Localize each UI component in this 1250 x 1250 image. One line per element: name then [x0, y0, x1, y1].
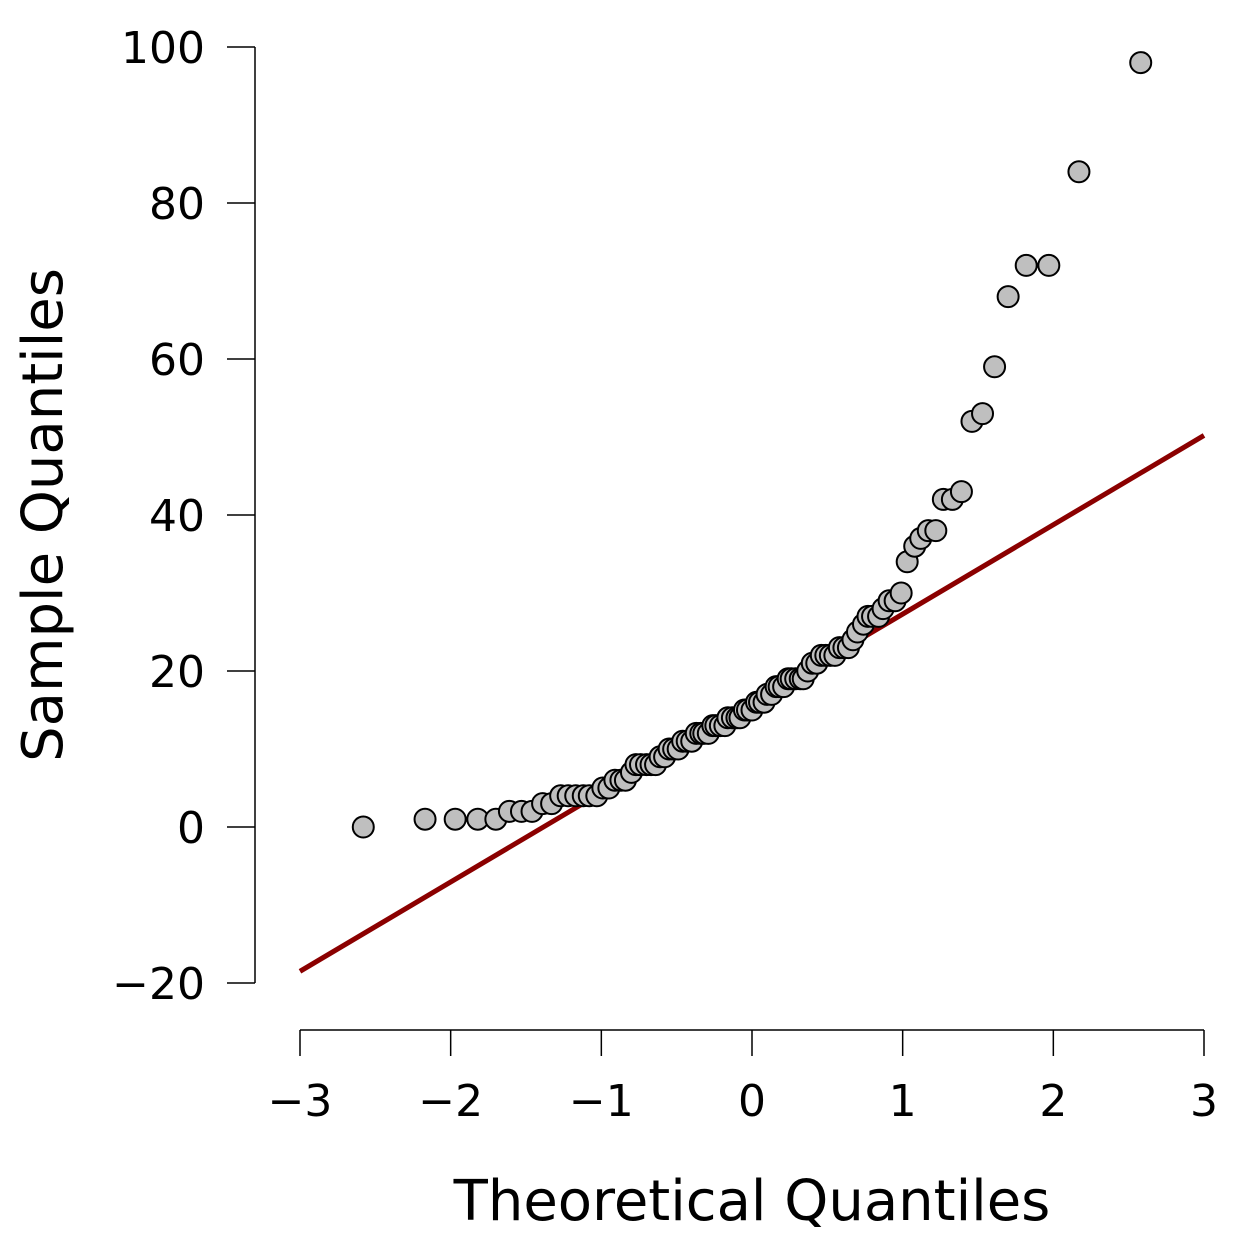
x-tick-label: −1	[569, 1076, 634, 1127]
y-axis-title: Sample Quantiles	[11, 268, 76, 762]
data-point	[971, 402, 995, 426]
data-points	[351, 51, 1153, 839]
data-point	[1037, 253, 1061, 277]
y-axis: −20 0 20 40 60 80 100	[112, 23, 256, 1010]
y-tick-label: 0	[177, 803, 205, 854]
x-axis: −3 −2 −1 0 1 2 3	[268, 1029, 1218, 1127]
x-tick-label: −2	[418, 1076, 483, 1127]
data-point	[889, 581, 913, 605]
y-tick-label: 60	[149, 335, 205, 386]
x-tick-label: 2	[1039, 1076, 1067, 1127]
x-axis-title: Theoretical Quantiles	[453, 1169, 1051, 1234]
data-point	[983, 355, 1007, 379]
data-point	[1014, 253, 1038, 277]
data-point	[924, 519, 948, 543]
x-tick-label: 0	[738, 1076, 766, 1127]
data-point	[351, 815, 375, 839]
y-tick-label: 80	[149, 179, 205, 230]
data-point	[996, 285, 1020, 309]
x-tick-label: −3	[268, 1076, 333, 1127]
y-tick-label: 40	[149, 491, 205, 542]
data-point	[1129, 51, 1153, 75]
data-point	[413, 807, 437, 831]
x-tick-label: 3	[1190, 1076, 1218, 1127]
y-tick-label: 100	[121, 23, 205, 74]
y-tick-label: 20	[149, 647, 205, 698]
data-point	[443, 807, 467, 831]
data-point	[1067, 160, 1091, 184]
x-tick-label: 1	[889, 1076, 917, 1127]
data-point	[949, 480, 973, 504]
y-tick-label: −20	[112, 959, 205, 1010]
